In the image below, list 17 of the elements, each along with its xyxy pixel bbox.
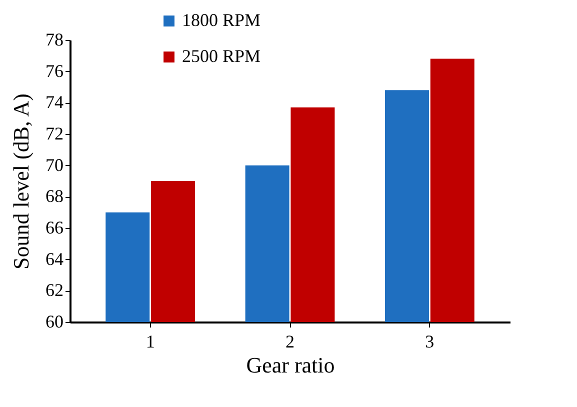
x-tick-label: 3 [425,332,434,352]
legend-label: 2500 RPM [182,46,261,66]
x-tick-label: 2 [286,332,294,352]
x-axis-title: Gear ratio [246,352,335,378]
y-tick-label: 70 [46,154,64,175]
y-tick-label: 64 [46,248,64,269]
legend-label: 1800 RPM [182,10,261,30]
y-tick-label: 60 [46,312,64,332]
y-tick-label: 62 [46,280,64,300]
y-tick-label: 74 [46,92,64,112]
y-tick-label: 78 [46,30,64,50]
y-tick-label: 66 [46,218,64,238]
y-tick-label: 76 [46,60,64,81]
y-tick-label: 72 [46,124,64,144]
y-tick-label: 68 [46,186,64,206]
y-axis-title: Sound level (dB, A) [8,94,34,270]
x-tick-label: 1 [146,332,155,352]
